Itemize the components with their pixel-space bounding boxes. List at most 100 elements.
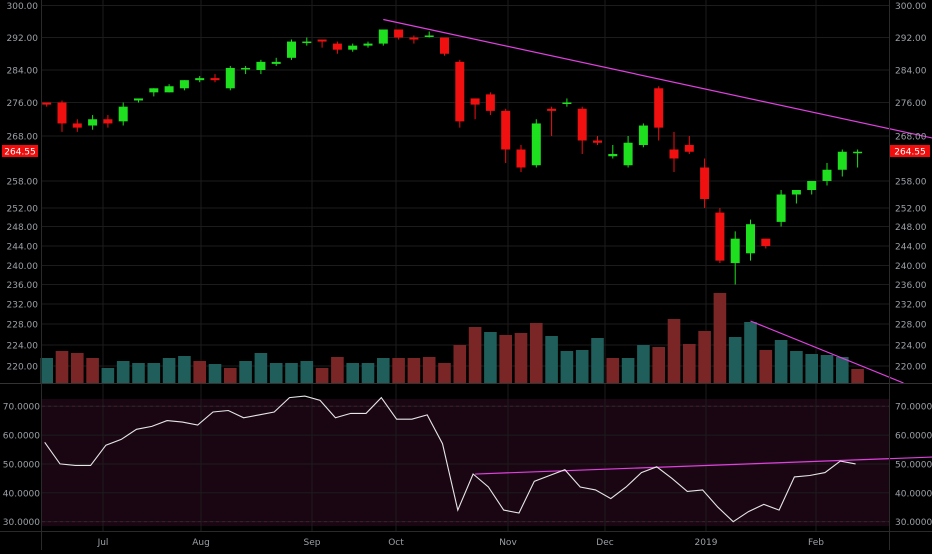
volume-bar — [407, 358, 421, 383]
candle — [837, 149, 847, 177]
volume-bar — [254, 353, 268, 383]
price-trendline[interactable] — [383, 18, 932, 146]
candle-body — [103, 119, 113, 124]
candle-body — [822, 169, 832, 181]
candle — [654, 86, 664, 141]
candle — [363, 41, 373, 48]
candle — [700, 158, 710, 208]
volume-bar — [239, 361, 252, 383]
candle — [179, 80, 189, 91]
volume-bar — [560, 351, 574, 383]
volume-bar — [178, 356, 191, 383]
candle — [853, 149, 863, 168]
candle — [608, 145, 618, 159]
volume-bar — [591, 338, 604, 383]
candle-body — [516, 149, 526, 168]
candle-body — [654, 88, 664, 128]
candle — [149, 88, 159, 97]
candle-body — [179, 80, 189, 89]
volume-bar — [162, 358, 176, 383]
volume-bars — [40, 293, 864, 383]
volume-trendline[interactable] — [750, 320, 904, 384]
price-axis-right[interactable]: 300.00 292.00 284.00 276.00 268.00 258.00 252.… — [895, 2, 932, 528]
rsi-tick-label: 60.0000 — [3, 432, 40, 442]
candle-body — [256, 61, 266, 70]
candle — [195, 76, 205, 83]
volume-bar — [40, 358, 53, 383]
price-tick-label: 240.00 — [7, 262, 39, 272]
candle-body — [684, 145, 694, 152]
volume-bar — [224, 368, 237, 383]
candle — [378, 29, 388, 46]
candle-body — [608, 154, 618, 157]
volume-bar — [728, 337, 742, 383]
candle-body — [746, 224, 755, 254]
candle-body — [669, 149, 679, 159]
candle-body — [42, 102, 52, 105]
volume-bar — [606, 358, 620, 383]
candle-body — [394, 29, 404, 38]
volume-bar — [637, 345, 650, 383]
price-tick-label: 252.00 — [895, 205, 927, 215]
volume-bar — [530, 323, 543, 383]
candle — [134, 98, 143, 103]
candle-body — [730, 238, 740, 264]
volume-bar — [269, 363, 283, 383]
candle — [42, 102, 52, 107]
rsi-tick-label: 70.0000 — [895, 403, 932, 413]
volume-bar — [86, 358, 99, 383]
candle-body — [225, 67, 235, 89]
volume-bar — [361, 363, 375, 383]
volume-bar — [499, 335, 512, 383]
candle — [761, 238, 771, 249]
rsi-tick-label: 30.0000 — [3, 518, 40, 528]
candle — [118, 102, 128, 126]
candle-body — [378, 29, 388, 44]
candle — [348, 43, 358, 52]
price-tick-label: 252.00 — [7, 205, 39, 215]
candle-body — [57, 102, 67, 124]
volume-bar — [193, 361, 206, 383]
time-axis[interactable]: Jul Aug Sep Oct Nov Dec 2019 Feb — [97, 538, 825, 548]
last-price-label-left: 264.55 — [4, 148, 36, 158]
candle-body — [88, 119, 98, 126]
date-label: Dec — [596, 538, 613, 548]
volume-bar — [744, 322, 757, 383]
candle — [210, 74, 220, 83]
rsi-polyline — [44, 395, 856, 523]
volume-bar — [71, 353, 84, 383]
candle-body — [562, 102, 572, 104]
candle-body — [424, 35, 434, 37]
volume-bar — [683, 344, 696, 383]
volume-bar — [514, 333, 528, 383]
candle-body — [241, 67, 251, 70]
rsi-overbought-oversold-band — [42, 399, 889, 526]
price-tick-label: 292.00 — [7, 34, 39, 44]
volume-bar — [698, 331, 711, 383]
price-tick-label: 244.00 — [895, 243, 927, 253]
candle — [332, 41, 342, 54]
candle-body — [807, 181, 817, 190]
candle — [409, 35, 419, 44]
volume-bar — [453, 345, 467, 383]
last-price-badge-right: 264.55 — [890, 145, 930, 158]
volume-bar — [147, 363, 161, 383]
date-label: Aug — [192, 538, 210, 548]
candle — [485, 92, 495, 116]
price-tick-label: 248.00 — [7, 223, 39, 233]
volume-bar — [285, 363, 298, 383]
candle — [638, 123, 648, 148]
candle-body — [195, 78, 205, 81]
volume-bar — [331, 357, 344, 383]
price-axis-left[interactable]: 300.00 292.00 284.00 276.00 268.00 258.00 252.… — [3, 2, 40, 528]
candle — [516, 145, 526, 172]
price-tick-label: 300.00 — [895, 2, 927, 12]
volume-bar — [759, 350, 773, 383]
candle-body — [715, 212, 725, 261]
volume-bar — [468, 327, 482, 383]
rsi-tick-label: 70.0000 — [3, 403, 40, 413]
rsi-trendline[interactable] — [475, 455, 932, 475]
candle — [57, 100, 67, 132]
